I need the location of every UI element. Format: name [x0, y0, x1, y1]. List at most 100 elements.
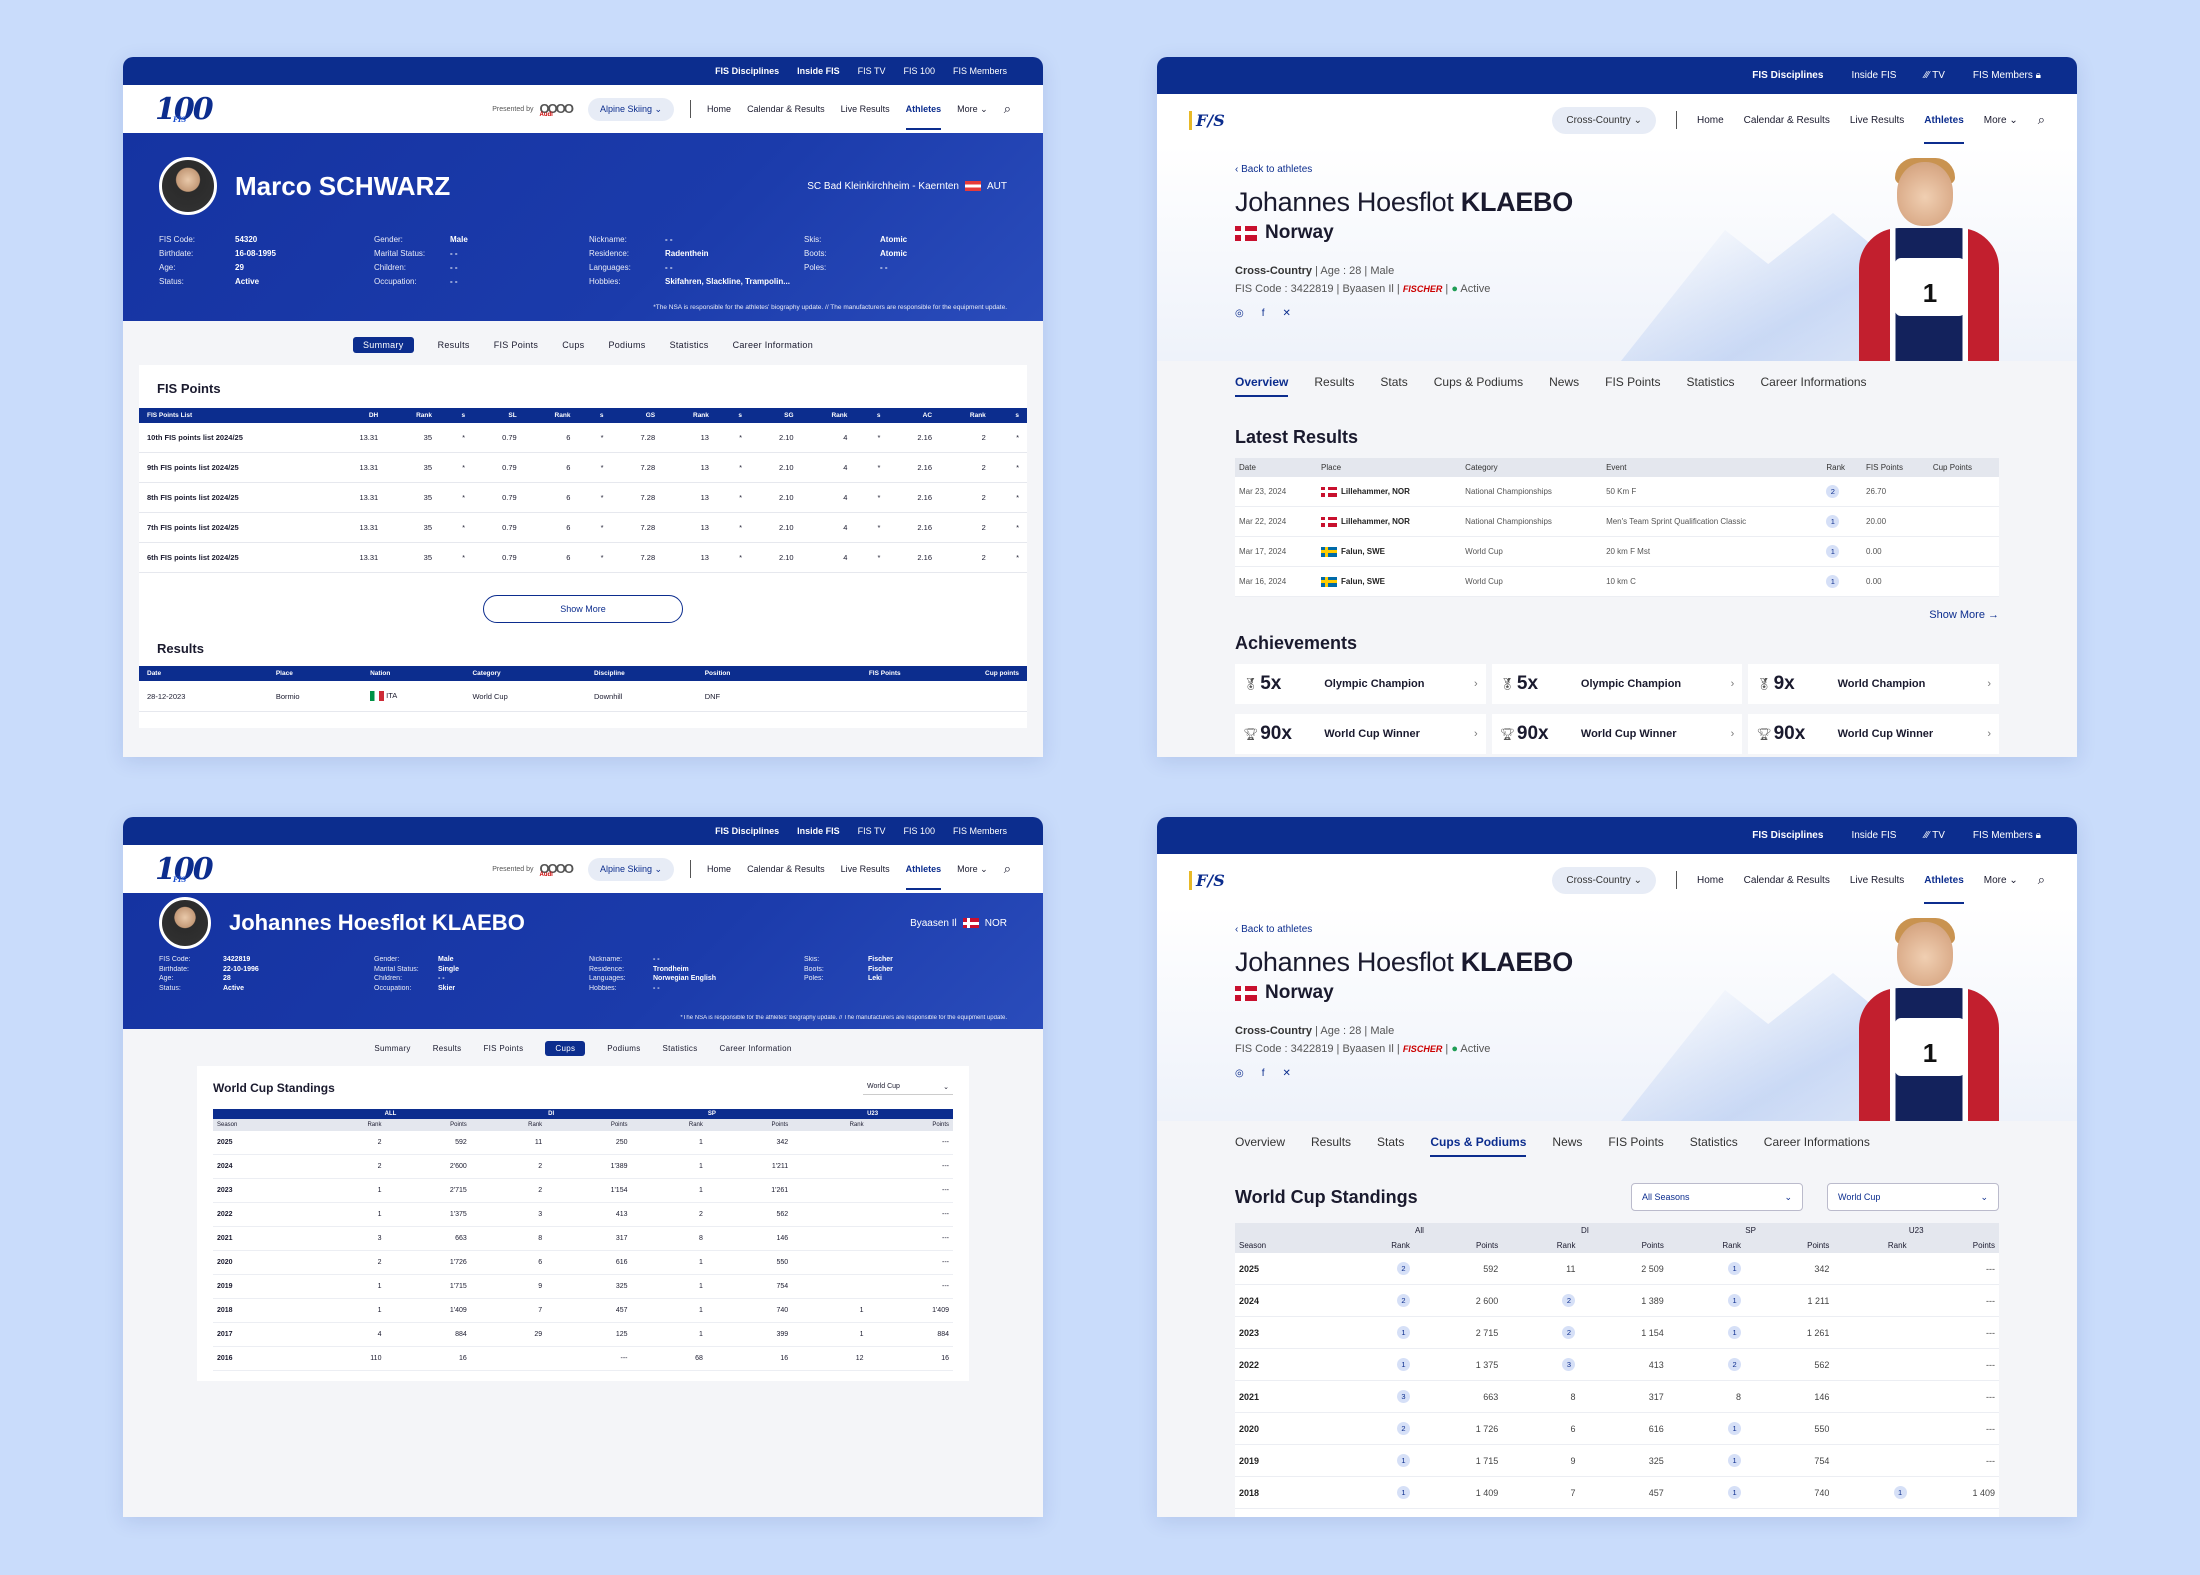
table-row[interactable]: 2020 2 1'726 6 616 1 550 --- [213, 1250, 953, 1275]
fis-logo[interactable]: F/S [1189, 870, 1225, 890]
table-row[interactable]: 28-12-2023 Bormio ITA World Cup Downhill… [139, 681, 1027, 713]
link-fis-tv[interactable]: FIS TV [857, 66, 886, 76]
link-fis-tv[interactable]: ∕∕∕ TV [1924, 830, 1945, 841]
table-row[interactable]: 8th FIS points list 2024/25 13.31 35 * 0.79 6… [139, 482, 1027, 513]
facebook-icon[interactable]: f [1261, 1068, 1265, 1079]
nav-more[interactable]: More ⌄ [1983, 874, 2018, 886]
tab-career-information[interactable]: Career Information [719, 1044, 792, 1053]
discipline-selector[interactable]: Cross-Country ⌄ [1552, 866, 1656, 894]
discipline-selector[interactable]: Cross-Country ⌄ [1552, 106, 1656, 134]
tab-cups-podiums[interactable]: Cups & Podiums [1433, 375, 1524, 389]
table-row[interactable]: Mar 23, 2024 Lillehammer, NOR National Cha… [1235, 477, 1999, 507]
tab-cups[interactable]: Cups [545, 1041, 586, 1056]
nav-more[interactable]: More ⌄ [957, 103, 988, 114]
nav-home[interactable]: Home [1696, 114, 1724, 126]
table-row[interactable]: 7th FIS points list 2024/25 13.31 35 * 0.79 6… [139, 512, 1027, 543]
instagram-icon[interactable]: ◎ [1235, 1068, 1244, 1079]
discipline-selector[interactable]: Alpine Skiing ⌄ [587, 857, 675, 881]
nav-home[interactable]: Home [707, 864, 732, 874]
fis-logo[interactable]: F/S [1189, 110, 1225, 130]
fis-100-logo[interactable]: 100 FIS [155, 851, 214, 887]
tab-summary[interactable]: Summary [352, 337, 414, 353]
tab-statistics[interactable]: Statistics [1686, 375, 1735, 389]
achievement-card[interactable]: 🏆︎ 90x World Cup Winner › [1491, 714, 1743, 754]
nav-home[interactable]: Home [707, 104, 732, 114]
discipline-selector[interactable]: Alpine Skiing ⌄ [587, 97, 675, 121]
link-fis-tv[interactable]: ∕∕∕ TV [1924, 70, 1945, 81]
tab-statistics[interactable]: Statistics [1689, 1135, 1738, 1149]
tab-cups-podiums[interactable]: Cups & Podiums [1430, 1135, 1527, 1157]
tab-results[interactable]: Results [437, 340, 470, 350]
search-icon[interactable]: ⌕ [2037, 872, 2045, 887]
table-row[interactable]: 2025 2 592 11 250 1 342 --- [213, 1131, 953, 1155]
link-fis-members[interactable]: FIS Members [952, 826, 1007, 836]
tab-fis-points[interactable]: FIS Points [1608, 1135, 1664, 1149]
table-row[interactable]: 2020 2 1 726 6 616 1 550 --- [1235, 1412, 1999, 1445]
table-row[interactable]: 2019 1 1'715 9 325 1 754 --- [213, 1274, 953, 1299]
cup-select[interactable]: World Cup ⌄ [1827, 1183, 1999, 1211]
fis-100-logo[interactable]: 100 FIS [155, 91, 214, 127]
table-row[interactable]: 2024 2 2 600 2 1 389 1 1 211 --- [1235, 1284, 1999, 1317]
nav-calendar-results[interactable]: Calendar & Results [747, 104, 825, 114]
link-fis-members[interactable]: FIS Members [952, 66, 1007, 76]
tab-results[interactable]: Results [1314, 375, 1355, 389]
search-icon[interactable]: ⌕ [1003, 861, 1011, 876]
tab-fis-points[interactable]: FIS Points [493, 340, 539, 350]
link-fis-disciplines[interactable]: FIS Disciplines [1752, 70, 1824, 81]
cup-select[interactable]: World Cup ⌄ [863, 1080, 953, 1095]
achievement-card[interactable]: 🏅︎ 9x World Champion › [1748, 664, 1999, 704]
tab-overview[interactable]: Overview [1235, 375, 1289, 397]
tab-overview[interactable]: Overview [1235, 1135, 1286, 1149]
tab-stats[interactable]: Stats [1377, 1135, 1405, 1149]
season-select[interactable]: All Seasons ⌄ [1631, 1183, 1803, 1211]
achievement-card[interactable]: 🏆︎ 90x World Cup Winner › [1748, 714, 1999, 754]
table-row[interactable]: Mar 22, 2024 Lillehammer, NOR National Cha… [1235, 506, 1999, 537]
tab-fis-points[interactable]: FIS Points [483, 1044, 524, 1053]
table-row[interactable]: Mar 17, 2024 Falun, SWE World Cup 20 km F M… [1235, 536, 1999, 567]
table-row[interactable]: 2021 3 663 8 317 8 146 --- [1235, 1380, 1999, 1413]
table-row[interactable]: 2022 1 1 375 3 413 2 562 --- [1235, 1348, 1999, 1381]
link-fis-members[interactable]: FIS Members 🔒︎ [1972, 70, 2041, 81]
tab-career-informations[interactable]: Career Informations [1763, 1135, 1870, 1149]
achievement-card[interactable]: 🏆︎ 90x World Cup Winner › [1235, 714, 1486, 754]
table-row[interactable]: 2019 1 1 715 9 325 1 754 --- [1235, 1444, 1999, 1477]
show-more-button[interactable]: Show More [483, 595, 683, 623]
nav-live-results[interactable]: Live Results [1849, 114, 1905, 126]
nav-home[interactable]: Home [1696, 874, 1724, 886]
link-fis-100[interactable]: FIS 100 [903, 826, 935, 836]
search-icon[interactable]: ⌕ [1003, 101, 1011, 116]
tab-results[interactable]: Results [1311, 1135, 1352, 1149]
link-fis-disciplines[interactable]: FIS Disciplines [715, 66, 780, 76]
tab-career-informations[interactable]: Career Informations [1760, 375, 1867, 389]
show-more-link[interactable]: Show More → [1929, 609, 1999, 621]
table-row[interactable]: 2023 1 2'715 2 1'154 1 1'261 --- [213, 1178, 953, 1203]
nav-athletes[interactable]: Athletes [905, 104, 942, 130]
table-row[interactable]: 2018 1 1'409 7 457 1 740 1 1'409 [213, 1298, 953, 1323]
tab-results[interactable]: Results [432, 1044, 462, 1053]
table-row[interactable]: 10th FIS points list 2024/25 13.31 35 * 0.79… [139, 423, 1027, 453]
tab-cups[interactable]: Cups [562, 340, 585, 350]
tab-fis-points[interactable]: FIS Points [1605, 375, 1661, 389]
link-inside-fis[interactable]: Inside FIS [797, 826, 840, 836]
tab-podiums[interactable]: Podiums [608, 340, 646, 350]
link-fis-disciplines[interactable]: FIS Disciplines [715, 826, 780, 836]
table-row[interactable]: 9th FIS points list 2024/25 13.31 35 * 0.79 6… [139, 452, 1027, 483]
tab-stats[interactable]: Stats [1380, 375, 1408, 389]
table-row[interactable]: 2022 1 1'375 3 413 2 562 --- [213, 1202, 953, 1227]
nav-live-results[interactable]: Live Results [1849, 874, 1905, 886]
table-row[interactable]: 2023 1 2 715 2 1 154 1 1 261 --- [1235, 1316, 1999, 1349]
achievement-card[interactable]: 🏅︎ 5x Olympic Champion › [1491, 664, 1743, 704]
instagram-icon[interactable]: ◎ [1235, 308, 1244, 319]
link-fis-members[interactable]: FIS Members 🔒︎ [1972, 830, 2041, 841]
nav-more[interactable]: More ⌄ [957, 863, 988, 874]
facebook-icon[interactable]: f [1261, 308, 1265, 319]
tab-summary[interactable]: Summary [374, 1044, 411, 1053]
search-icon[interactable]: ⌕ [2037, 112, 2045, 127]
table-row[interactable]: 2018 1 1 409 7 457 1 740 1 1 409 [1235, 1476, 1999, 1509]
table-row[interactable]: 2024 2 2'600 2 1'389 1 1'211 --- [213, 1154, 953, 1179]
nav-live-results[interactable]: Live Results [840, 104, 890, 114]
link-inside-fis[interactable]: Inside FIS [797, 66, 840, 76]
